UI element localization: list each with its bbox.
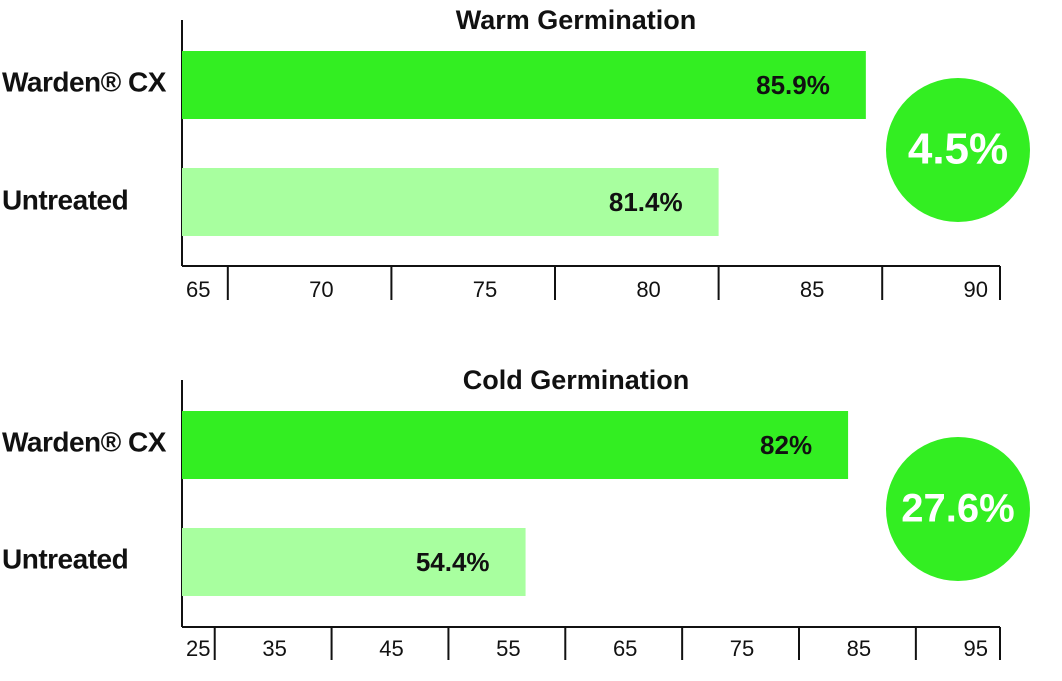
tick-label: 90 [964, 277, 988, 302]
bar [182, 528, 526, 596]
category-label: Warden® CX [2, 66, 167, 97]
chart-panel-1: Warm Germination 85.9% Warden® CX 81.4% Untr… [2, 5, 1030, 302]
difference-badge [886, 78, 1030, 222]
difference-label: 27.6% [901, 487, 1014, 531]
tick-label: 85 [800, 277, 824, 302]
data-label: 85.9% [756, 70, 830, 100]
tick-label: 55 [496, 636, 520, 661]
tick-label: 65 [186, 277, 210, 302]
category-label: Untreated [2, 543, 128, 574]
bar [182, 411, 849, 479]
tick-label: 85 [847, 636, 871, 661]
tick-label: 95 [964, 636, 988, 661]
tick-label: 35 [262, 636, 286, 661]
tick-label: 80 [636, 277, 660, 302]
data-label: 82% [760, 430, 812, 460]
tick-label: 75 [473, 277, 497, 302]
bar [182, 51, 866, 119]
category-label: Untreated [2, 184, 128, 215]
tick-label: 45 [379, 636, 403, 661]
chart-title: Warm Germination [456, 5, 697, 35]
data-label: 54.4% [416, 547, 490, 577]
tick-label: 70 [309, 277, 333, 302]
difference-label: 4.5% [908, 125, 1008, 174]
chart-title: Cold Germination [463, 365, 690, 395]
chart-panel-2: Cold Germination 82% Warden® CX 54.4% Untrea… [2, 365, 1030, 661]
data-label: 81.4% [609, 187, 683, 217]
tick-label: 75 [730, 636, 754, 661]
bar [182, 168, 719, 236]
tick-label: 25 [186, 636, 210, 661]
tick-label: 65 [613, 636, 637, 661]
difference-badge [886, 437, 1030, 581]
category-label: Warden® CX [2, 426, 167, 457]
